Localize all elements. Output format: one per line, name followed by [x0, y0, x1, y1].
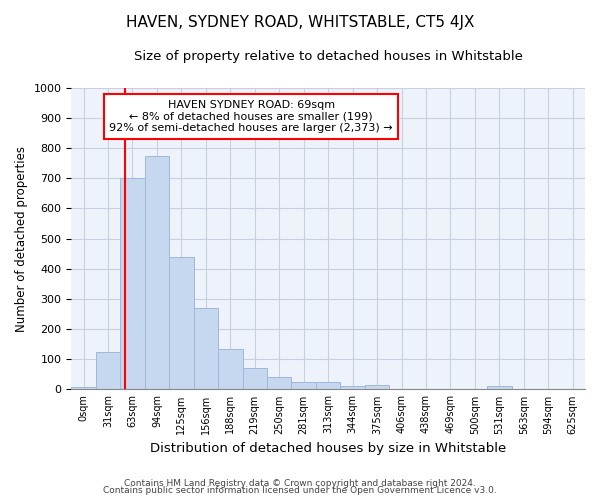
Bar: [218, 350, 242, 390]
Bar: [340, 386, 365, 390]
Y-axis label: Number of detached properties: Number of detached properties: [15, 146, 28, 332]
Title: Size of property relative to detached houses in Whitstable: Size of property relative to detached ho…: [134, 50, 523, 63]
Bar: [242, 368, 267, 390]
Bar: [71, 387, 96, 390]
Text: HAVEN, SYDNEY ROAD, WHITSTABLE, CT5 4JX: HAVEN, SYDNEY ROAD, WHITSTABLE, CT5 4JX: [126, 15, 474, 30]
Text: Contains public sector information licensed under the Open Government Licence v3: Contains public sector information licen…: [103, 486, 497, 495]
Bar: [145, 156, 169, 390]
Bar: [487, 386, 512, 390]
Bar: [292, 382, 316, 390]
Bar: [316, 382, 340, 390]
Bar: [365, 385, 389, 390]
Bar: [267, 378, 292, 390]
Bar: [120, 178, 145, 390]
Bar: [169, 256, 194, 390]
Bar: [96, 352, 120, 390]
X-axis label: Distribution of detached houses by size in Whitstable: Distribution of detached houses by size …: [150, 442, 506, 455]
Text: Contains HM Land Registry data © Crown copyright and database right 2024.: Contains HM Land Registry data © Crown c…: [124, 478, 476, 488]
Bar: [194, 308, 218, 390]
Text: HAVEN SYDNEY ROAD: 69sqm
← 8% of detached houses are smaller (199)
92% of semi-d: HAVEN SYDNEY ROAD: 69sqm ← 8% of detache…: [109, 100, 393, 133]
